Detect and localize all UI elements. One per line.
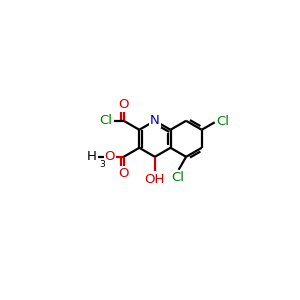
Text: O: O	[118, 167, 129, 180]
Text: O: O	[105, 150, 115, 163]
Text: 3: 3	[99, 160, 105, 169]
Text: OH: OH	[145, 173, 165, 186]
Text: O: O	[118, 98, 129, 111]
Text: Cl: Cl	[100, 114, 112, 127]
Text: N: N	[150, 114, 160, 127]
Text: Cl: Cl	[217, 115, 230, 128]
Text: H: H	[87, 150, 96, 163]
Text: Cl: Cl	[171, 171, 184, 184]
